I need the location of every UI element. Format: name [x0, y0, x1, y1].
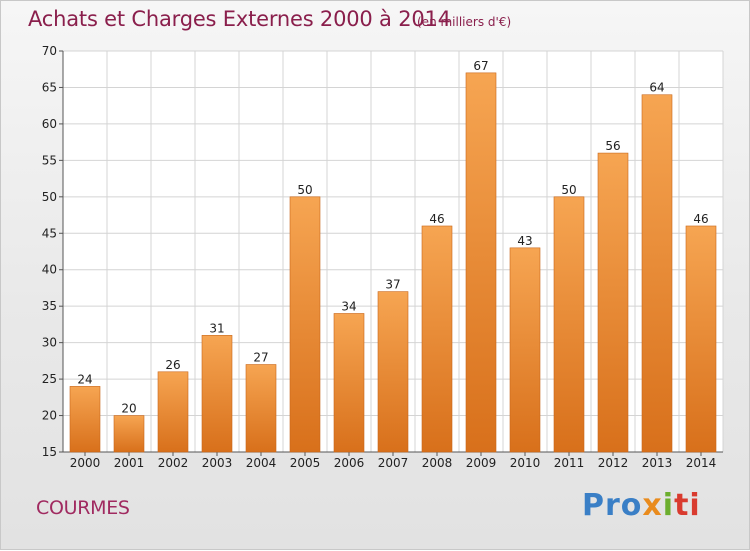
- data-labels: 24 20 26 31 27 50 34 37 46 67 43 50 56 64 46: [77, 59, 708, 416]
- x-tick-label-2001: 2001: [114, 456, 145, 470]
- x-tick-label-2012: 2012: [598, 456, 629, 470]
- bar-2006: [333, 313, 365, 453]
- data-label-2014: 46: [693, 212, 708, 226]
- y-tick-label: 50: [42, 190, 57, 204]
- bar-2003: [201, 335, 233, 453]
- x-tick-label-2002: 2002: [158, 456, 189, 470]
- data-label-2010: 43: [517, 234, 532, 248]
- x-tick-label-2010: 2010: [510, 456, 541, 470]
- data-label-2007: 37: [385, 278, 400, 292]
- bar-2012: [597, 152, 629, 453]
- y-tick-label: 70: [42, 44, 57, 58]
- y-tick-label: 20: [42, 409, 57, 423]
- bar-2008: [421, 225, 453, 453]
- data-label-2000: 24: [77, 372, 92, 386]
- bar-2002: [157, 371, 189, 453]
- data-label-2012: 56: [605, 139, 620, 153]
- x-tick-label-2009: 2009: [466, 456, 497, 470]
- x-tick-label-2006: 2006: [334, 456, 365, 470]
- x-tick-label-2007: 2007: [378, 456, 409, 470]
- proxiti-logo: Proxiti: [582, 488, 701, 523]
- bar-2007: [377, 291, 409, 453]
- logo-part-3: i: [662, 488, 675, 523]
- data-label-2002: 26: [165, 358, 180, 372]
- data-label-2013: 64: [649, 81, 664, 95]
- data-label-2006: 34: [341, 299, 356, 313]
- logo-part-1: Pro: [582, 488, 643, 523]
- x-tick-label-2003: 2003: [202, 456, 233, 470]
- bar-2004: [245, 364, 277, 453]
- x-tick-label-2008: 2008: [422, 456, 453, 470]
- x-tick-label-2000: 2000: [70, 456, 101, 470]
- bar-2014: [685, 225, 717, 453]
- commune-name: COURMES: [36, 497, 130, 519]
- y-tick-label: 40: [42, 263, 57, 277]
- bar-2010: [509, 247, 541, 453]
- x-tick-label-2014: 2014: [686, 456, 717, 470]
- x-tick-label-2004: 2004: [246, 456, 277, 470]
- data-label-2004: 27: [253, 351, 268, 365]
- chart-title: Achats et Charges Externes 2000 à 2014: [28, 7, 451, 31]
- x-tick-label-2013: 2013: [642, 456, 673, 470]
- data-label-2001: 20: [121, 402, 136, 416]
- y-tick-label: 15: [42, 445, 57, 459]
- data-label-2005: 50: [297, 183, 312, 197]
- data-label-2008: 46: [429, 212, 444, 226]
- bar-2011: [553, 196, 585, 453]
- bar-2005: [289, 196, 321, 453]
- y-tick-label: 45: [42, 226, 57, 240]
- data-label-2011: 50: [561, 183, 576, 197]
- y-tick-label: 55: [42, 153, 57, 167]
- data-label-2009: 67: [473, 59, 488, 73]
- y-tick-label: 65: [42, 80, 57, 94]
- y-tick-label: 35: [42, 299, 57, 313]
- y-tick-label: 25: [42, 372, 57, 386]
- logo-part-4: ti: [674, 488, 701, 523]
- x-tick-label-2011: 2011: [554, 456, 585, 470]
- y-tick-label: 60: [42, 117, 57, 131]
- data-label-2003: 31: [209, 321, 224, 335]
- bar-2013: [641, 94, 673, 453]
- chart-subtitle: (en milliers d'€): [417, 15, 512, 29]
- logo-part-2: x: [642, 488, 663, 523]
- bar-2000: [69, 386, 101, 453]
- bar-2001: [113, 415, 145, 453]
- x-tick-label-2005: 2005: [290, 456, 321, 470]
- bar-2009: [465, 72, 497, 453]
- y-tick-labels: 15 20 25 30 35 40 45 50 55 60 65 70: [42, 44, 57, 459]
- bars: [69, 72, 717, 453]
- x-tick-labels: 2000 2001 2002 2003 2004 2005 2006 2007 2008 2009…: [70, 456, 717, 470]
- y-tick-label: 30: [42, 336, 57, 350]
